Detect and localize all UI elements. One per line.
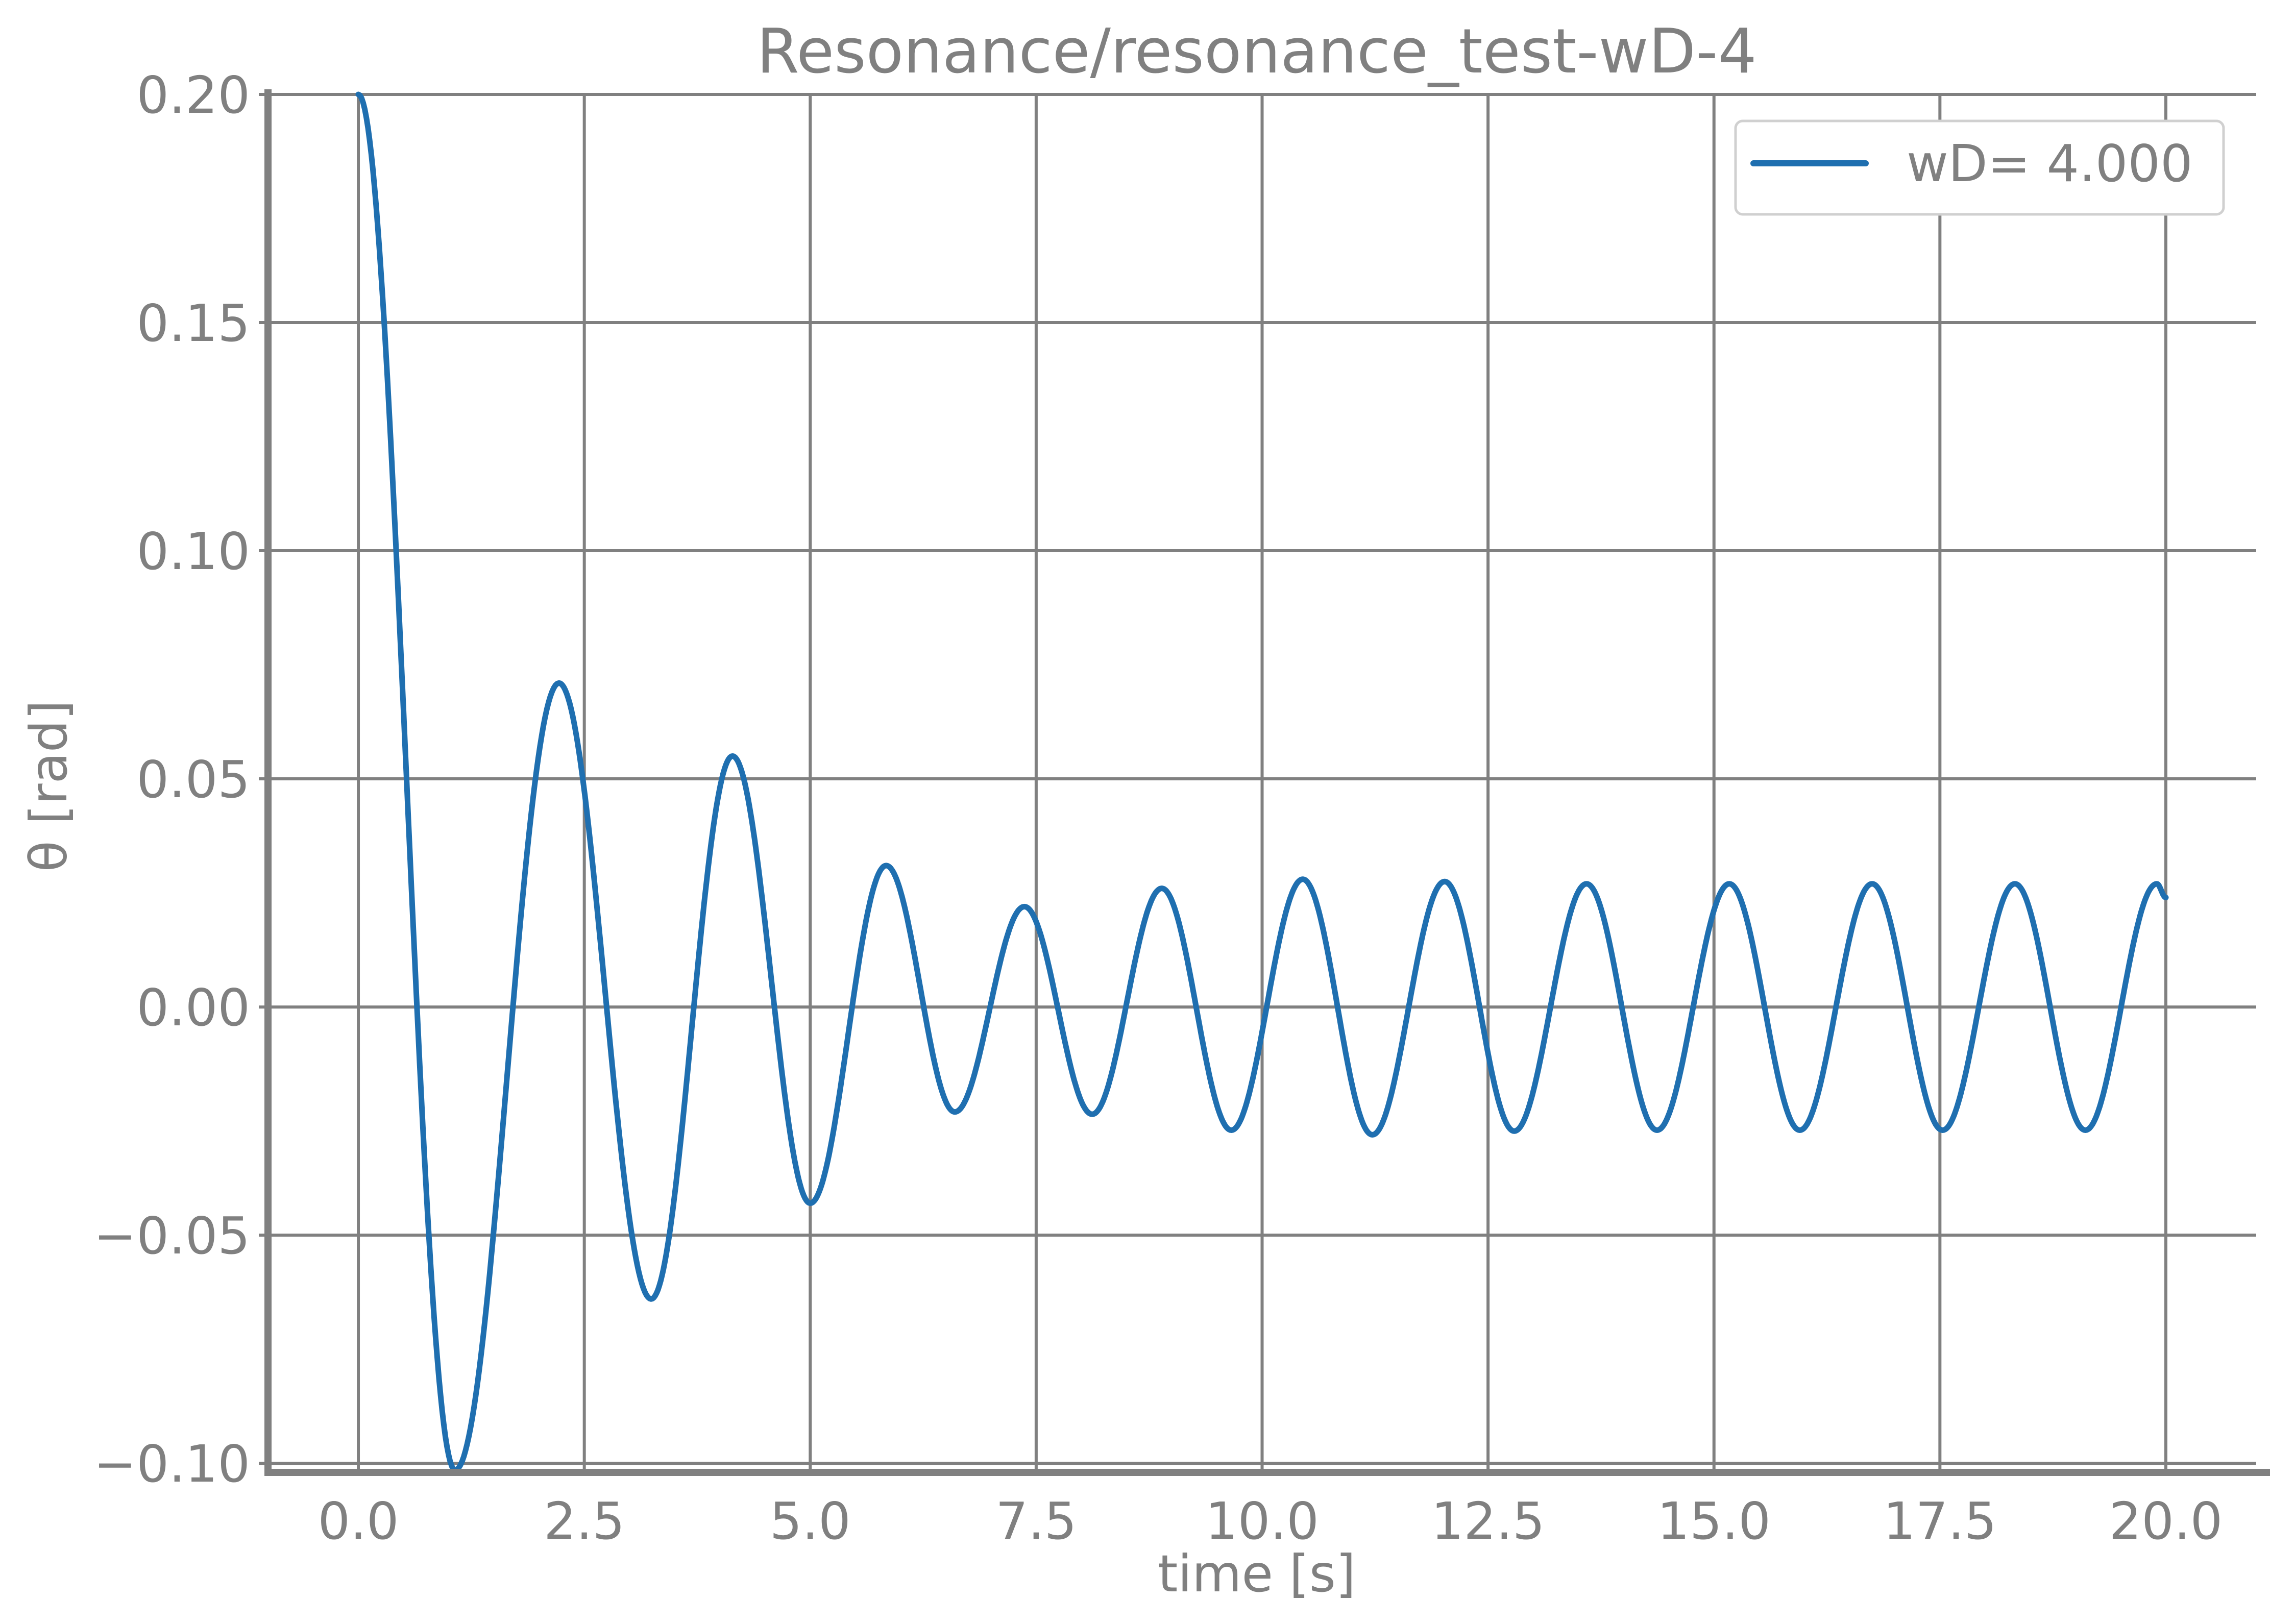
tick-labels: 0.0 2.5 5.0 7.5 10.0 12.5 15.0 17.5 20.0 −0.10 −0.… [94, 65, 2223, 1551]
chart-title: Resonance/resonance_test-wD-4 [756, 16, 1757, 87]
axes [259, 89, 2270, 1476]
series-line [355, 91, 2169, 1473]
grid [268, 93, 2256, 1472]
x-tick-label: 15.0 [1657, 1491, 1771, 1551]
x-tick-label: 20.0 [2109, 1491, 2223, 1551]
x-tick-label: 10.0 [1205, 1491, 1319, 1551]
x-tick-label: 0.0 [318, 1491, 399, 1551]
legend-box [1734, 119, 2225, 216]
x-axis-label: time [s] [1158, 1544, 1356, 1604]
y-tick-label: 0.05 [136, 750, 250, 809]
x-tick-label: 5.0 [770, 1491, 851, 1551]
x-tick-label: 17.5 [1883, 1491, 1997, 1551]
x-tick-label: 12.5 [1431, 1491, 1545, 1551]
y-tick-label: −0.10 [94, 1434, 250, 1494]
y-axis-label: θ [rad] [19, 700, 79, 872]
y-tick-label: 0.20 [136, 65, 250, 125]
plot-line-layer [355, 91, 2169, 1473]
legend-entry-label: wD= 4.000 [1907, 134, 2193, 193]
y-tick-label: 0.00 [136, 978, 250, 1038]
x-tick-label: 2.5 [544, 1491, 625, 1551]
y-tick-label: 0.15 [136, 293, 250, 353]
legend: wD= 4.000 [1734, 119, 2225, 216]
y-tick-label: −0.05 [94, 1206, 250, 1266]
y-tick-label: 0.10 [136, 522, 250, 581]
x-tick-label: 7.5 [995, 1491, 1077, 1551]
